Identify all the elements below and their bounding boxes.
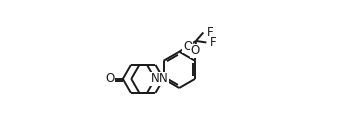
Text: O: O — [191, 44, 200, 57]
Text: N: N — [159, 72, 168, 85]
Text: F: F — [207, 26, 214, 39]
Text: O: O — [183, 40, 192, 53]
Text: F: F — [210, 36, 217, 49]
Text: O: O — [105, 72, 114, 85]
Text: N: N — [151, 72, 159, 85]
